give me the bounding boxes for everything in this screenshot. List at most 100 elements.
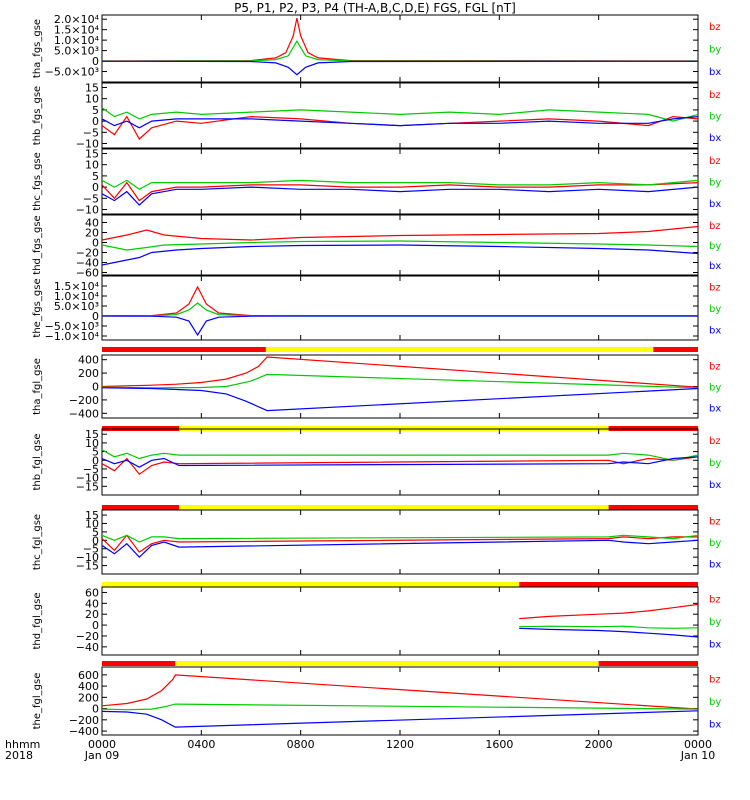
series-bx: [102, 539, 698, 559]
y-tick-label: −20: [76, 247, 99, 260]
series-by: [102, 302, 698, 317]
y-tick-label: −60: [76, 267, 99, 280]
legend-by: by: [709, 538, 721, 549]
status-bar-segment: [608, 505, 698, 510]
panel-frame: [101, 148, 699, 215]
series-bx: [102, 387, 698, 412]
y-tick-label: 0: [92, 181, 99, 194]
series-by: [102, 373, 698, 389]
y-tick-label: 10: [85, 159, 99, 172]
series-bx: [102, 116, 698, 129]
y-tick-label: 5: [92, 446, 99, 459]
y-tick-label: 0: [92, 534, 99, 547]
legend-bz: bz: [709, 436, 721, 447]
status-bar-segment: [598, 661, 698, 666]
y-tick-label: 10: [85, 437, 99, 450]
series-bz: [102, 181, 698, 202]
y-tick-label: 60: [85, 586, 99, 599]
legend-by: by: [709, 617, 721, 628]
y-tick-label: 200: [78, 691, 99, 704]
y-tick-label: −10: [76, 551, 99, 564]
series-bz: [102, 115, 698, 140]
y-tick-label: 1.0×10⁴: [54, 34, 100, 47]
status-bar-segment: [653, 347, 698, 352]
series-bz: [102, 534, 698, 553]
y-tick-label: 0: [92, 310, 99, 323]
y-tick-label: −15: [76, 480, 99, 493]
legend-bx: bx: [709, 640, 721, 651]
status-bar-segment: [102, 582, 520, 587]
status-bar-segment: [102, 505, 179, 510]
legend-bx: bx: [709, 261, 721, 272]
y-tick-label: −10: [76, 138, 99, 151]
legend-by: by: [709, 697, 721, 708]
series-by: [102, 179, 698, 191]
panel-tha_fgs_gse: 2.0×10⁴1.5×10⁴1.0×10⁴5.0×10³0−5.0×10³tha…: [32, 13, 721, 83]
y-tick-label: 0: [92, 115, 99, 128]
series-by: [102, 534, 698, 543]
legend-by: by: [709, 383, 721, 394]
legend-by: by: [709, 112, 721, 123]
y-tick-label: 15: [85, 428, 99, 441]
status-bar-segment: [175, 661, 599, 666]
y-tick-label: −5: [83, 543, 99, 556]
series-bz: [102, 285, 698, 317]
y-tick-label: 5.0×10³: [54, 45, 99, 58]
y-tick-label: −1.0×10⁴: [45, 330, 100, 343]
series-by: [102, 240, 698, 251]
y-tick-label: −5.0×10³: [45, 320, 99, 333]
y-tick-label: −400: [69, 725, 99, 738]
legend-bz: bz: [709, 283, 721, 294]
y-tick-label: 5: [92, 104, 99, 117]
y-tick-label: 40: [85, 597, 99, 610]
y-tick-label: 0: [92, 619, 99, 632]
legend-bx: bx: [709, 325, 721, 336]
y-tick-label: −40: [76, 641, 99, 654]
y-axis-label: thd_fgl_gse: [32, 593, 43, 650]
y-tick-label: −40: [76, 257, 99, 270]
legend-bx: bx: [709, 199, 721, 210]
series-bz: [102, 356, 698, 388]
status-bar-segment: [102, 661, 176, 666]
y-axis-label: tha_fgs_gse: [32, 19, 43, 78]
y-tick-label: 5: [92, 170, 99, 183]
x-tick-label: 0800: [287, 738, 315, 751]
y-tick-label: 200: [78, 367, 99, 380]
status-bar-segment: [519, 582, 698, 587]
legend-by: by: [709, 304, 721, 315]
series-bx: [102, 710, 698, 728]
y-tick-label: 40: [85, 217, 99, 230]
y-tick-label: −400: [69, 407, 99, 420]
series-bx: [102, 244, 698, 266]
series-bx: [102, 315, 698, 337]
legend-bx: bx: [709, 720, 721, 731]
y-axis-label: the_fgl_gse: [32, 673, 43, 730]
x-tick-label: 0400: [187, 738, 215, 751]
legend-bz: bz: [709, 594, 721, 605]
y-axis-label: thc_fgs_gse: [32, 152, 43, 211]
series-by: [102, 107, 698, 122]
x-tick-label: 0000: [88, 738, 116, 751]
y-tick-label: 0: [92, 55, 99, 68]
panel-frame: [101, 354, 699, 419]
y-tick-label: −200: [69, 394, 99, 407]
y-tick-label: 10: [85, 517, 99, 530]
legend-bx: bx: [709, 404, 721, 415]
series-by: [102, 40, 698, 62]
series-bz: [102, 225, 698, 241]
y-axis-label: thb_fgs_gse: [32, 86, 43, 145]
legend-bz: bz: [709, 517, 721, 528]
y-axis-label: the_fgs_gse: [32, 278, 43, 337]
y-tick-label: −200: [69, 714, 99, 727]
x-tick-date-label: Jan 09: [84, 749, 119, 762]
x-tick-label: 0000: [684, 738, 712, 751]
y-tick-label: 20: [85, 608, 99, 621]
legend-bz: bz: [709, 221, 721, 232]
y-axis-label: thd_fgs_gse: [32, 215, 43, 274]
x-tick-label: 1600: [485, 738, 513, 751]
